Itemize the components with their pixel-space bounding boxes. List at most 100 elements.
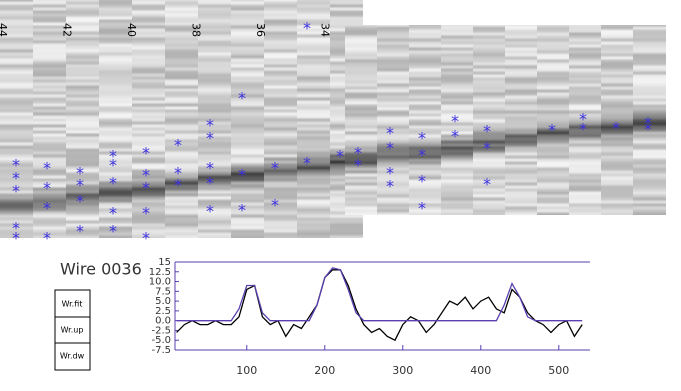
marker: *: [612, 119, 620, 138]
marker: *: [354, 144, 362, 163]
image-column: [297, 0, 330, 238]
marker: *: [483, 139, 491, 158]
marker: *: [76, 176, 84, 195]
y-tick-label: -5.0: [151, 335, 171, 346]
marker: *: [174, 164, 182, 183]
marker: *: [483, 122, 491, 141]
image-column: [345, 25, 378, 215]
image-column: [441, 25, 474, 215]
marker: *: [174, 136, 182, 155]
marker: *: [206, 116, 214, 135]
marker: *: [418, 199, 426, 218]
marker: *: [142, 229, 150, 248]
marker: *: [303, 19, 311, 38]
y-tick-label: 0.0: [155, 316, 171, 327]
marker: *: [579, 110, 587, 129]
y-tick-label: 10.0: [149, 277, 171, 288]
marker: *: [43, 159, 51, 178]
marker: *: [142, 179, 150, 198]
marker: *: [238, 89, 246, 108]
image-column: [377, 25, 410, 215]
y-tick-label: 15: [158, 257, 171, 268]
image-column: [33, 0, 66, 238]
image-column: [99, 0, 132, 238]
marker: *: [76, 164, 84, 183]
y-tick-label: -2.5: [151, 325, 171, 336]
marker: *: [354, 156, 362, 175]
button[interactable]: Wr.up: [61, 326, 84, 335]
marker: *: [43, 229, 51, 248]
marker: *: [238, 166, 246, 185]
image-column: [264, 0, 297, 238]
x-tick-label: 300: [392, 364, 413, 377]
wire-label: 38: [190, 23, 203, 37]
marker: *: [579, 120, 587, 139]
image-column: [537, 25, 570, 215]
marker: *: [206, 174, 214, 193]
image-column: [198, 0, 231, 238]
marker: *: [12, 156, 20, 175]
image-column: [409, 25, 442, 215]
marker: *: [386, 164, 394, 183]
panel-frame: [54, 289, 91, 371]
marker: *: [43, 199, 51, 218]
marker: *: [142, 204, 150, 223]
x-tick-label: 200: [314, 364, 335, 377]
series-line: [176, 269, 583, 342]
image-column: [473, 25, 506, 215]
marker: *: [12, 182, 20, 201]
marker: *: [206, 159, 214, 178]
marker: *: [336, 147, 344, 166]
marker: *: [206, 129, 214, 148]
marker: *: [418, 129, 426, 148]
image-column: [505, 25, 538, 215]
marker: *: [303, 154, 311, 173]
wire-labels: 44 42 40 38 36 34: [0, 23, 332, 37]
marker: *: [386, 124, 394, 143]
image-column: [0, 0, 33, 238]
marker: *: [206, 202, 214, 221]
button[interactable]: Wr.dw: [60, 352, 85, 361]
x-tick-label: 400: [470, 364, 491, 377]
marker: *: [12, 229, 20, 248]
marker: *: [142, 144, 150, 163]
image-column: [231, 0, 264, 238]
marker: *: [109, 147, 117, 166]
marker: *: [12, 169, 20, 188]
x-tick-label: 100: [236, 364, 257, 377]
x-tick-label: 500: [548, 364, 569, 377]
image-column: [165, 0, 198, 238]
plot-title: Wire 0036: [60, 260, 142, 279]
y-tick-label: 2.5: [155, 306, 171, 317]
marker: *: [451, 127, 459, 146]
marker: *: [483, 175, 491, 194]
marker: *: [109, 222, 117, 241]
wire-label: 42: [61, 23, 74, 37]
marker: *: [271, 159, 279, 178]
marker: *: [142, 166, 150, 185]
marker: *: [109, 174, 117, 193]
button-panel: Wr.fit Wr.up Wr.dw: [54, 289, 91, 371]
series-line: [176, 267, 583, 322]
image-column: [633, 25, 666, 215]
marker: *: [548, 121, 556, 140]
button[interactable]: Wr.fit: [62, 300, 83, 309]
marker: *: [238, 201, 246, 220]
marker: *: [43, 179, 51, 198]
image-column: [601, 25, 634, 215]
image-column: [569, 25, 602, 215]
markers: ************************************** * *…: [12, 19, 652, 248]
marker: *: [76, 192, 84, 211]
image-column: [132, 0, 165, 238]
y-tick-label: 5.0: [155, 296, 171, 307]
y-tick-label: 7.5: [155, 286, 171, 297]
marker: *: [644, 120, 652, 139]
wire-image: [0, 0, 666, 238]
marker: *: [386, 139, 394, 158]
marker: *: [418, 172, 426, 191]
marker: *: [271, 196, 279, 215]
marker: *: [109, 156, 117, 175]
